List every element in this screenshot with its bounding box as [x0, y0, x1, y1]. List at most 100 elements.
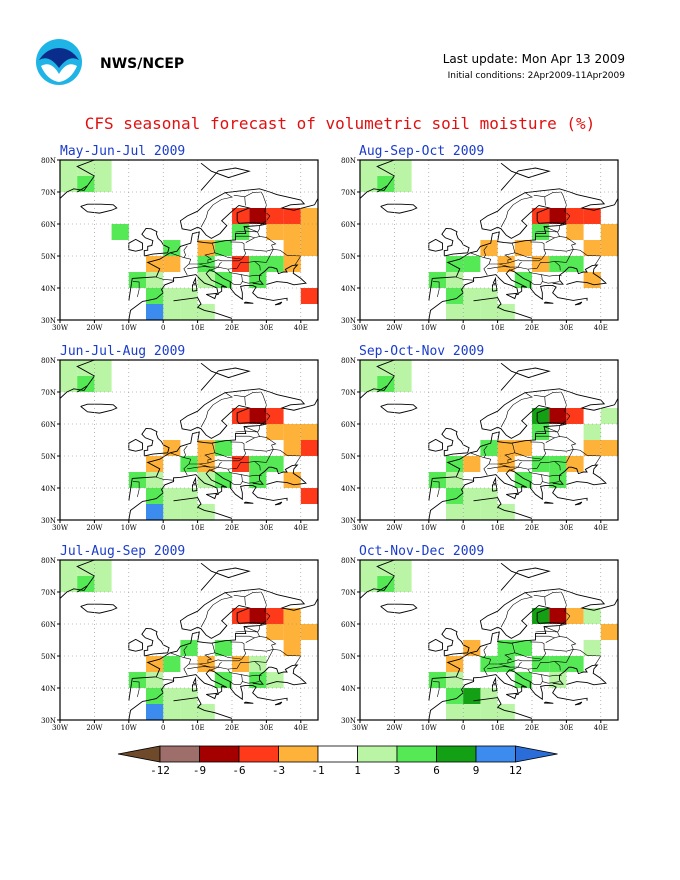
anomaly-cell [300, 440, 318, 456]
legend-swatch [238, 745, 279, 763]
anomaly-cell [197, 704, 215, 720]
country-border [483, 650, 486, 658]
country-border [499, 462, 522, 468]
lon-tick-label: 30E [259, 724, 273, 732]
lat-tick-label: 40N [41, 685, 56, 693]
lon-tick-label: 10E [191, 724, 205, 732]
country-border [183, 450, 186, 458]
country-border [543, 625, 560, 633]
coastline [552, 464, 607, 486]
anomaly-cell [428, 472, 446, 488]
country-border [540, 274, 562, 277]
anomaly-cell [214, 240, 232, 256]
anomaly-cell [583, 208, 601, 224]
country-border [132, 481, 140, 498]
anomaly-cell [360, 176, 378, 192]
anomaly-cell [394, 360, 412, 376]
anomaly-cell [428, 272, 446, 288]
anomaly-cell [583, 640, 601, 656]
anomaly-cell [146, 288, 164, 304]
anomaly-cell [94, 360, 112, 376]
coastline [491, 284, 498, 292]
anomaly-cell [197, 272, 215, 288]
legend-swatch [317, 745, 358, 763]
country-border [469, 452, 492, 476]
anomaly-cell [163, 656, 181, 672]
anomaly-cell [566, 224, 584, 240]
country-border [189, 243, 216, 265]
anomaly-cell [249, 608, 267, 624]
coastline [473, 297, 533, 319]
lat-tick-label: 60N [41, 221, 56, 229]
coastline [574, 301, 583, 306]
coastline [252, 264, 307, 286]
lat-tick-label: 80N [341, 357, 356, 365]
anomaly-cell [566, 608, 584, 624]
anomaly-cell [583, 608, 601, 624]
country-border [183, 250, 186, 258]
country-border [514, 452, 541, 460]
panel-title: May-Jun-Jul 2009 [60, 144, 186, 159]
coastline [274, 701, 283, 706]
country-border [200, 192, 233, 228]
coastline [200, 562, 251, 591]
legend-low-arrow [117, 745, 161, 763]
country-border [489, 443, 516, 465]
anomaly-cell [300, 208, 318, 224]
lon-tick-label: 40E [294, 324, 308, 332]
country-border [535, 435, 555, 439]
coastline [80, 203, 118, 214]
anomaly-cell [600, 224, 618, 240]
anomaly-cell [446, 304, 464, 320]
coastline [376, 560, 399, 593]
lon-tick-label: 20W [86, 524, 103, 532]
anomaly-cell [480, 504, 498, 520]
country-border [533, 391, 562, 398]
legend-label: -1 [311, 764, 324, 777]
coastline [252, 664, 307, 686]
country-border [183, 650, 186, 658]
country-border [183, 645, 188, 651]
anomaly-cell [94, 176, 112, 192]
anomaly-cell [600, 408, 618, 424]
country-border [254, 248, 302, 266]
country-border [254, 648, 302, 666]
lat-tick-label: 40N [41, 485, 56, 493]
anomaly-cell [283, 624, 301, 640]
country-border [432, 481, 440, 498]
coastline [380, 203, 418, 214]
coastline [128, 438, 144, 452]
lon-tick-label: 0 [161, 324, 165, 332]
country-border [489, 643, 516, 665]
country-border [240, 274, 262, 277]
anomaly-cell [197, 256, 215, 272]
anomaly-cell [300, 240, 318, 256]
lon-tick-label: 0 [161, 524, 165, 532]
country-border [483, 450, 486, 458]
anomaly-cell [566, 256, 584, 272]
legend-label: -6 [232, 764, 245, 777]
anomaly-cell [197, 240, 215, 256]
lon-tick-label: 20W [386, 524, 403, 532]
coastline [428, 500, 447, 520]
coastline [428, 300, 447, 320]
anomaly-cell [360, 160, 378, 176]
anomaly-cell [377, 560, 395, 576]
anomaly-cell [94, 560, 112, 576]
forecast-map: 30N 40N 50N 60N 70N 80N 30W 20W 10W 0 10E 20E 30E 40E [341, 557, 619, 732]
lat-tick-label: 30N [341, 717, 356, 725]
anomaly-cell [266, 624, 284, 640]
country-border [233, 591, 262, 598]
legend-swatch [396, 745, 437, 763]
lon-tick-label: 0 [461, 524, 465, 532]
anomaly-cell [197, 656, 215, 672]
country-border [187, 266, 211, 270]
anomaly-cell [514, 440, 532, 456]
coastline [492, 676, 497, 685]
legend-label: 3 [394, 764, 401, 777]
coastline [360, 385, 388, 399]
country-border [214, 452, 241, 460]
country-border [183, 245, 188, 251]
coastline [128, 588, 318, 701]
lon-tick-label: 0 [461, 724, 465, 732]
